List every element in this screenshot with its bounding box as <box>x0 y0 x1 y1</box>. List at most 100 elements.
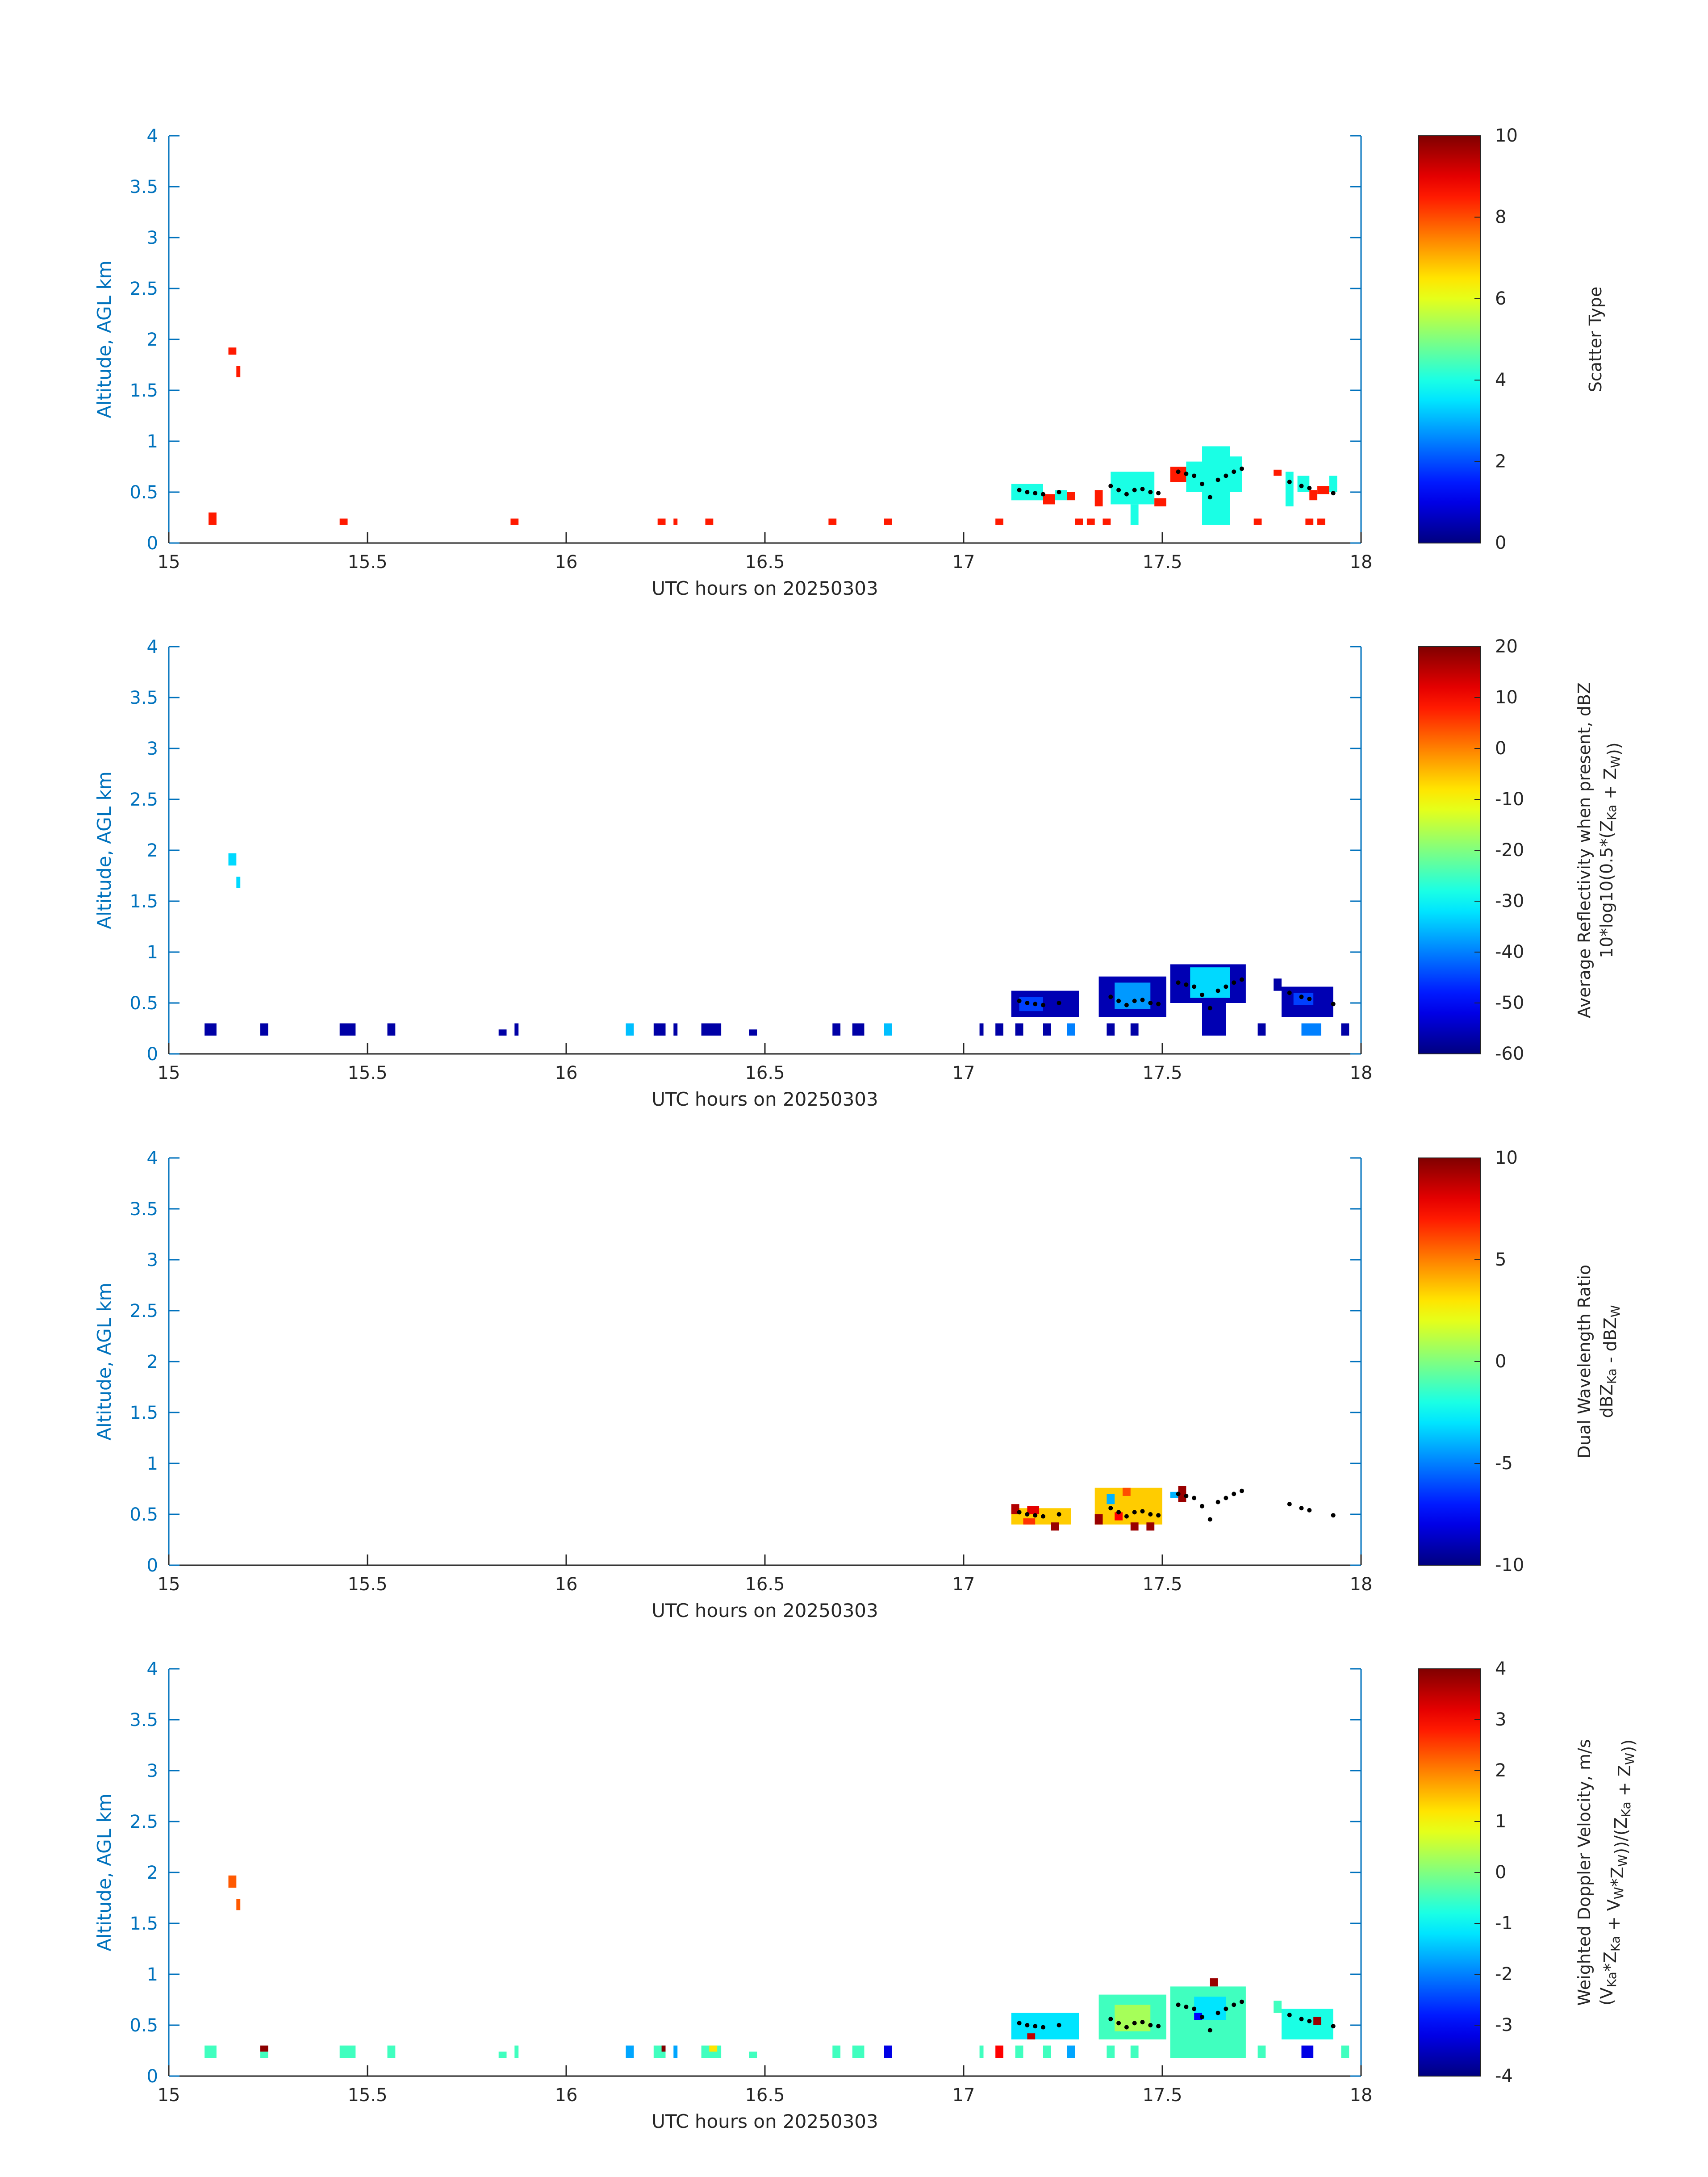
y-tick-label: 2 <box>147 330 158 350</box>
colorbar-gradient <box>1418 135 1481 543</box>
heatmap-cell <box>1111 472 1155 505</box>
cloud-base-point <box>1299 1506 1304 1511</box>
cloud-base-point <box>1148 2023 1153 2027</box>
colorbar-gradient <box>1418 1668 1481 2077</box>
cloud-base-point <box>1041 1003 1045 1007</box>
colorbar-tick-label: 3 <box>1495 1709 1506 1730</box>
heatmap-cell <box>1297 476 1310 492</box>
x-tick-label: 15.5 <box>347 1574 387 1595</box>
cloud-base-point <box>1041 1514 1045 1519</box>
cloud-base-point <box>1108 1506 1113 1511</box>
x-axis-label: UTC hours on 20250303 <box>651 577 878 599</box>
heatmap-cell <box>228 347 237 355</box>
heatmap-cell <box>1154 498 1166 506</box>
colorbar-tick-label: 0 <box>1495 738 1506 759</box>
heatmap-cell <box>339 1023 356 1036</box>
cloud-base-point <box>1140 1509 1145 1514</box>
cloud-base-point <box>1192 984 1197 989</box>
heatmap-cell <box>852 1023 864 1036</box>
colorbar-tick-label: -50 <box>1495 993 1524 1013</box>
cloud-base-point <box>1307 996 1312 1001</box>
cloud-base-point <box>1215 2010 1220 2015</box>
colorbar-tick-label: 2 <box>1495 1760 1506 1781</box>
cloud-base-point <box>1176 2002 1181 2007</box>
heatmap-cell <box>852 2045 864 2058</box>
cloud-base-point <box>1207 2028 1212 2033</box>
colorbar-tick-label: 20 <box>1495 636 1518 657</box>
cloud-base-point <box>1299 484 1304 489</box>
cloud-base-point <box>1057 490 1061 494</box>
cloud-base-point <box>1287 480 1292 485</box>
colorbar-tick-label: -20 <box>1495 840 1524 861</box>
cloud-base-point <box>1057 1001 1061 1005</box>
x-tick-label: 15 <box>158 2085 180 2106</box>
heatmap-cell <box>1023 1518 1036 1525</box>
cloud-base-point <box>1192 1496 1197 1500</box>
y-tick-label: 2 <box>147 1352 158 1372</box>
cloud-base-point <box>1176 469 1181 474</box>
heatmap-cell <box>1202 446 1230 525</box>
colorbar-tick-label: 6 <box>1495 288 1506 309</box>
cloud-base-point <box>1200 992 1204 997</box>
heatmap-cell <box>387 1023 396 1036</box>
x-tick-label: 17 <box>952 552 975 572</box>
y-tick-label: 3.5 <box>129 688 158 708</box>
x-tick-label: 16.5 <box>745 1063 785 1083</box>
cloud-base-point <box>1215 988 1220 993</box>
heatmap-cell <box>1067 1023 1075 1036</box>
heatmap-cell <box>979 1023 984 1036</box>
heatmap-cell <box>1194 2013 1202 2020</box>
y-tick-label: 3 <box>147 228 158 248</box>
colorbar-tick-label: -10 <box>1495 789 1524 810</box>
heatmap-cell <box>884 518 892 525</box>
colorbar-tick-label: 0 <box>1495 1351 1506 1372</box>
x-tick-label: 16 <box>555 1574 578 1595</box>
heatmap-cell <box>832 2045 841 2058</box>
heatmap-cell <box>1102 518 1111 525</box>
heatmap-cell <box>995 2045 1003 2058</box>
cloud-base-point <box>1025 1512 1030 1517</box>
heatmap-cell <box>701 1023 722 1036</box>
cloud-base-point <box>1240 1999 1244 2004</box>
colorbar-tick-label: -4 <box>1495 2066 1513 2086</box>
cloud-base-point <box>1287 1502 1292 1507</box>
cloud-base-point <box>1041 2025 1045 2030</box>
heatmap-cell <box>260 2045 268 2052</box>
heatmap-cell <box>1094 1514 1103 1525</box>
colorbar-gradient <box>1418 646 1481 1054</box>
heatmap-cell <box>228 1875 237 1888</box>
cloud-base-point <box>1017 2021 1022 2026</box>
colorbar: -10 -5 0 5 10 Dual Wavelength Ratio dBZKa - dB… <box>1418 1148 1623 1575</box>
x-tick-label: 17.5 <box>1142 1574 1182 1595</box>
heatmap-cell <box>1067 492 1075 501</box>
y-tick-label: 3 <box>147 739 158 759</box>
y-tick-label: 4 <box>147 126 158 146</box>
colorbar: -60 -50 -40 -30 -20 -10 0 10 20 Average Reflectiv… <box>1418 636 1624 1064</box>
heatmap-cell <box>1230 456 1242 492</box>
x-tick-label: 18 <box>1350 1063 1373 1083</box>
colorbar-tick-label: 10 <box>1495 687 1518 708</box>
colorbar-tick-label: 4 <box>1495 1659 1506 1679</box>
y-tick-label: 2 <box>147 840 158 861</box>
cloud-base-point <box>1124 2025 1129 2030</box>
y-tick-label: 3.5 <box>129 177 158 197</box>
colorbar-tick-label: -30 <box>1495 891 1524 911</box>
colorbar: -4 -3 -2 -1 0 1 2 3 4 Weighted Doppler Velocity, … <box>1418 1659 1638 2086</box>
x-axis-label: UTC hours on 20250303 <box>651 2110 878 2132</box>
heatmap-cell <box>1341 1023 1349 1036</box>
y-tick-label: 2.5 <box>129 279 158 299</box>
x-tick-label: 16 <box>555 1063 578 1083</box>
heatmap-cell <box>1011 2013 1079 2039</box>
y-tick-label: 1.5 <box>129 891 158 912</box>
y-tick-label: 2 <box>147 1863 158 1883</box>
cloud-base-point <box>1132 488 1137 493</box>
colorbar-label: 10*log10(0.5*(ZKa + ZW)) <box>1597 742 1624 958</box>
colorbar-tick-label: 0 <box>1495 533 1506 553</box>
heatmap-cell <box>661 2045 666 2052</box>
cloud-base-point <box>1057 1512 1061 1517</box>
cloud-base-point <box>1033 491 1038 496</box>
x-tick-label: 16 <box>555 552 578 572</box>
colorbar-tick-label: -40 <box>1495 942 1524 962</box>
heatmap-cell <box>339 2045 356 2058</box>
heatmap-cell <box>1067 2045 1075 2058</box>
